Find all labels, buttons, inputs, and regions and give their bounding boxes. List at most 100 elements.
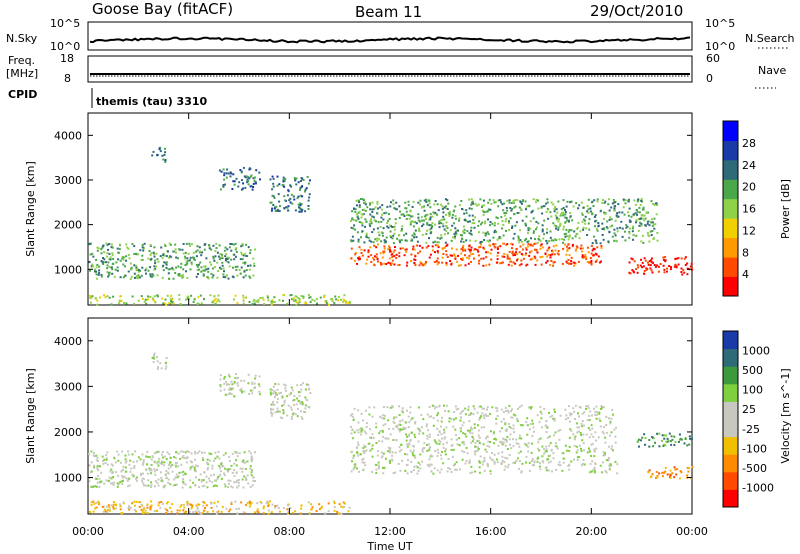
radar-cell — [438, 222, 441, 225]
radar-cell — [440, 234, 443, 237]
radar-cell — [428, 237, 430, 240]
radar-cell — [294, 295, 297, 298]
radar-cell — [169, 255, 172, 258]
radar-cell — [434, 244, 437, 247]
radar-cell — [605, 459, 608, 462]
radar-cell — [237, 507, 240, 510]
radar-cell — [201, 251, 204, 254]
radar-cell — [577, 260, 580, 263]
radar-cell — [430, 454, 433, 457]
radar-cell — [119, 461, 122, 464]
radar-cell — [230, 387, 233, 390]
radar-cell — [472, 218, 475, 221]
radar-cell — [214, 479, 216, 482]
radar-cell — [358, 256, 361, 259]
radar-cell — [170, 300, 172, 302]
radar-cell — [470, 412, 473, 415]
radar-cell — [289, 184, 292, 187]
radar-cell — [484, 220, 487, 223]
radar-cell — [320, 507, 323, 509]
radar-cell — [571, 243, 574, 246]
radar-cell — [147, 257, 150, 260]
radar-cell — [438, 442, 441, 445]
radar-cell — [633, 199, 636, 202]
radar-cell — [215, 484, 218, 487]
radar-cell — [477, 448, 480, 450]
radar-cell — [365, 422, 368, 425]
radar-cell — [112, 508, 115, 511]
radar-cell — [161, 480, 164, 483]
radar-cell — [454, 405, 457, 408]
radar-cell — [235, 269, 238, 271]
radar-cell — [417, 470, 420, 472]
radar-cell — [307, 208, 310, 210]
radar-cell — [195, 504, 198, 507]
colorbar-segment — [723, 489, 738, 508]
radar-cell — [511, 243, 514, 246]
radar-cell — [89, 269, 91, 272]
radar-cell — [555, 218, 558, 221]
radar-cell — [385, 263, 388, 265]
radar-cell — [473, 222, 476, 224]
radar-cell — [473, 248, 476, 251]
radar-cell — [548, 444, 551, 447]
radar-cell — [540, 412, 543, 415]
radar-cell — [296, 397, 299, 400]
radar-cell — [330, 298, 333, 301]
radar-cell — [235, 377, 238, 380]
radar-cell — [370, 240, 373, 243]
radar-cell — [150, 463, 153, 466]
radar-cell — [575, 248, 578, 251]
radar-cell — [628, 261, 631, 264]
radar-cell — [153, 246, 156, 249]
radar-cell — [186, 297, 189, 300]
radar-cell — [227, 482, 230, 485]
radar-cell — [362, 447, 365, 450]
radar-cell — [433, 439, 436, 442]
radar-cell — [367, 251, 370, 254]
radar-cell — [214, 250, 217, 252]
radar-cell — [505, 206, 508, 209]
radar-cell — [416, 472, 419, 475]
radar-cell — [557, 228, 560, 231]
radar-cell — [621, 211, 624, 214]
radar-cell — [242, 511, 245, 514]
radar-cell — [603, 211, 605, 214]
radar-cell — [483, 248, 486, 251]
radar-cell — [454, 257, 457, 260]
radar-cell — [536, 259, 539, 262]
radar-cell — [109, 258, 112, 261]
radar-cell — [396, 425, 399, 428]
radar-cell — [300, 180, 302, 182]
radar-cell — [236, 479, 238, 482]
radar-cell — [664, 256, 667, 258]
radar-cell — [418, 264, 421, 267]
radar-cell — [510, 416, 513, 419]
radar-cell — [684, 256, 687, 259]
radar-cell — [134, 450, 137, 453]
radar-cell — [110, 468, 113, 471]
radar-cell — [208, 480, 211, 483]
radar-cell — [233, 183, 236, 186]
radar-cell — [140, 508, 143, 511]
radar-cell — [231, 387, 234, 390]
radar-cell — [470, 465, 473, 468]
radar-cell — [582, 247, 584, 250]
radar-cell — [445, 225, 448, 228]
radar-cell — [370, 218, 372, 221]
radar-cell — [120, 470, 123, 473]
radar-cell — [248, 177, 251, 180]
radar-cell — [583, 424, 585, 427]
radar-cell — [494, 229, 497, 232]
y-tick-label: 2000 — [54, 426, 82, 439]
radar-cell — [103, 508, 106, 511]
radar-cell — [495, 422, 498, 425]
radar-cell — [380, 262, 383, 265]
radar-cell — [242, 182, 245, 185]
radar-cell — [506, 457, 509, 460]
radar-cell — [363, 452, 366, 455]
radar-cell — [108, 243, 111, 245]
radar-cell — [609, 216, 612, 219]
radar-cell — [481, 412, 484, 415]
radar-cell — [585, 227, 588, 230]
